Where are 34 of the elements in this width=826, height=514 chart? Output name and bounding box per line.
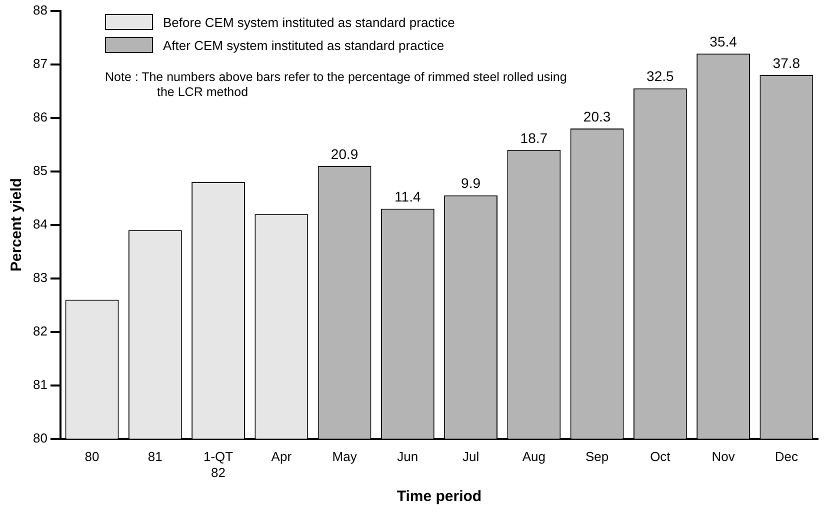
y-tick-label: 80 [32,430,48,446]
x-tick-label: 81 [148,449,162,464]
annotation: 32.5 [646,68,674,84]
y-tick-label: 83 [32,270,48,285]
annotation: 20.3 [583,108,611,124]
x-tick-label: Jun [397,449,418,464]
x-tick-label: Apr [271,449,292,464]
y-tick-label: 84 [32,216,48,232]
annotation: Note : The numbers above bars refer to the percentage of rimmed steel rolled using the LCR method [105,70,568,100]
y-tick-label: 81 [32,376,48,392]
x-tick-label: Sep [585,449,609,464]
y-tick-label: 85 [32,162,48,178]
x-tick-label: Dec [774,449,798,464]
x-tick-label: Nov [712,449,736,464]
x-tick-label: Aug [522,449,546,464]
x-tick-label: 1-QT 82 [203,449,234,480]
annotation: 18.7 [520,130,548,146]
x-tick-label: May [332,449,358,464]
legend-label: After CEM system instituted as standard practice [163,38,444,52]
legend-label: Before CEM system instituted as standard practice [163,14,455,30]
y-tick-label: 82 [32,323,48,338]
annotation: 35.4 [710,33,738,50]
x-tick-label: 80 [84,449,100,464]
y-axis-title: Percent yield [8,178,26,272]
annotation: 20.9 [330,146,358,162]
x-axis-title: Time period [396,488,482,506]
x-tick-label: Jul [462,449,480,464]
y-tick-label: 87 [32,56,48,71]
y-tick-label: 88 [32,2,48,18]
annotation: 37.8 [772,54,800,71]
x-tick-label: Oct [650,449,671,464]
y-tick-label: 86 [32,109,48,124]
annotation: 9.9 [461,175,481,192]
annotation: 11.4 [394,188,421,205]
